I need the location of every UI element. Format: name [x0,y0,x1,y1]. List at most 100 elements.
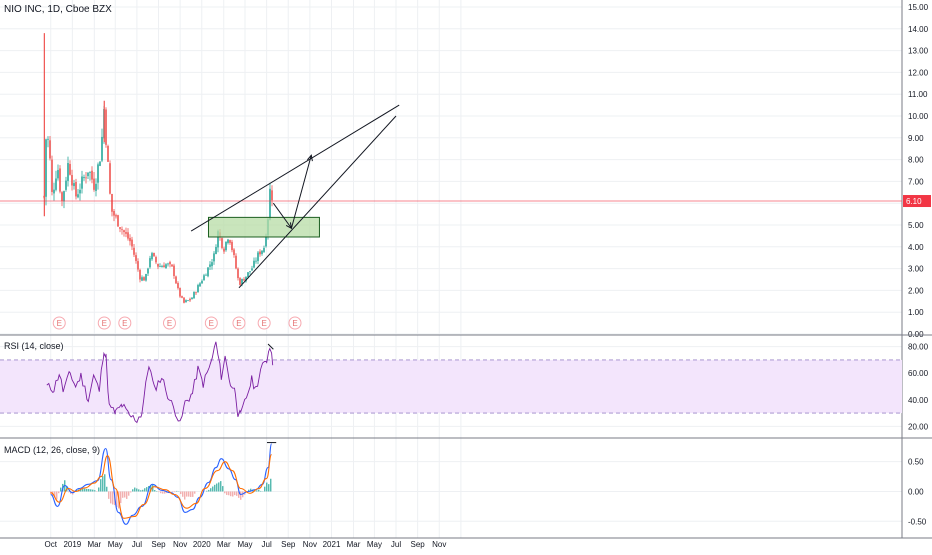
candle-body [47,139,49,140]
price-y-tick-label: 11.00 [908,90,928,99]
macd-histogram-bar [256,490,257,491]
candle-body [269,189,271,220]
price-y-tick-label: 4.00 [908,243,924,252]
candle-body [105,109,107,144]
candle-body [87,172,89,176]
candle-body [201,281,203,283]
candle-body [207,267,209,276]
candle-body [139,270,141,280]
candle-body [215,247,217,254]
candle-body [229,240,231,243]
macd-histogram-bar [268,484,269,491]
candle-body [79,190,81,194]
macd-histogram-bar [186,491,187,496]
candle-body [159,266,161,267]
candle-body [149,258,151,267]
macd-histogram-bar [192,491,193,496]
macd-histogram-bar [266,483,267,492]
macd-label: MACD (12, 26, close, 9) [4,445,100,455]
macd-histogram-bar [188,491,189,496]
candle-body [73,183,75,186]
x-tick-label: Sep [281,540,296,549]
price-y-tick-label: 12.00 [908,68,929,77]
candle-body [141,277,143,280]
candle-body [255,261,257,262]
candle-body [165,264,167,268]
earnings-marker-label: E [122,319,127,328]
macd-histogram-bar [120,491,121,503]
earnings-marker-label: E [261,319,266,328]
x-tick-label: May [237,540,252,549]
candle-body [109,163,111,193]
candle-body [259,252,261,255]
macd-histogram-bar [222,486,223,491]
x-tick-label: Jul [391,540,401,549]
candle-body [195,292,197,293]
price-y-tick-label: 1.00 [908,308,924,317]
macd-histogram-bar [184,491,185,499]
rsi-y-tick-label: 20.00 [908,422,929,431]
candle-body [93,179,95,190]
candle-body [233,250,235,255]
macd-histogram-bar [132,489,133,491]
candle-body [143,277,145,280]
macd-histogram-bar [160,491,161,493]
x-tick-label: Mar [217,540,231,549]
macd-histogram-bar [190,491,191,496]
candle-body [249,271,251,272]
candle-body [169,262,171,264]
macd-histogram-bar [228,491,229,495]
earnings-marker-label: E [57,319,62,328]
candle-body [187,300,189,301]
x-tick-label: Sep [411,540,426,549]
macd-histogram-bar [128,491,129,495]
rsi-label: RSI (14, close) [4,341,64,351]
candle-body [99,162,101,166]
candle-body [177,283,179,288]
earnings-marker-label: E [236,319,241,328]
candle-body [137,261,139,269]
macd-histogram-bar [194,491,195,493]
x-tick-label: 2021 [323,540,341,549]
candle-body [113,211,115,216]
x-tick-label: 2019 [63,540,81,549]
candle-body [167,264,169,265]
candle-body [237,269,239,278]
candle-body [121,229,123,230]
candle-body [185,300,187,302]
candle-body [89,172,91,173]
candle-body [179,288,181,297]
macd-histogram-bar [180,491,181,494]
candle-body [135,255,137,261]
candle-body [181,296,183,298]
candle-body [127,232,129,238]
macd-histogram-bar [88,489,89,491]
candle-body [193,292,195,298]
macd-histogram-bar [264,487,265,492]
macd-histogram-bar [206,491,207,492]
price-y-tick-label: 13.00 [908,47,929,56]
candle-body [223,249,225,252]
candles-group [43,106,273,304]
macd-histogram-bar [98,487,99,491]
macd-histogram-bar [138,489,139,491]
candle-body [129,238,131,241]
candle-body [199,283,201,286]
price-y-tick-label: 10.00 [908,112,929,121]
macd-histogram-bar [112,491,113,504]
chart-title: NIO INC, 1D, Cboe BZX [4,4,112,15]
upper-trend-line [191,105,399,231]
candle-body [69,164,71,175]
macd-histogram-bar [100,479,101,491]
candle-body [225,242,227,250]
candle-body [65,181,67,190]
candle-body [49,140,51,158]
macd-histogram-bar [162,491,163,493]
earnings-marker-label: E [292,319,297,328]
macd-histogram-bar [82,489,83,492]
macd-histogram-bar [104,474,105,491]
macd-histogram-bar [60,488,61,492]
earnings-marker-label: E [167,319,172,328]
